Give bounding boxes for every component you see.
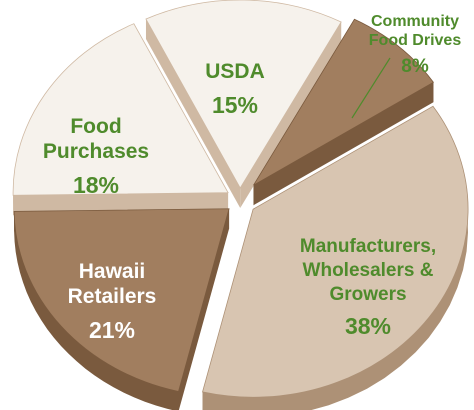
slice-value-label: 8%: [401, 56, 429, 77]
slice-label-line: Food: [70, 115, 121, 138]
slice-label-line: Hawaii: [79, 260, 146, 283]
pie-slice-side: [14, 211, 179, 410]
pie-slice-wall: [240, 22, 342, 209]
slice-value-label: 21%: [89, 317, 135, 343]
slice-value-label: 18%: [73, 172, 119, 198]
pie-slice: [12, 23, 229, 196]
slice-value-label: 15%: [212, 92, 258, 118]
leader-line: [351, 57, 391, 119]
slice-label: Community Food Drives 8%: [369, 13, 462, 77]
slice-label-line: USDA: [205, 60, 265, 83]
slice-label: Food Purchases 18%: [43, 115, 149, 198]
slice-label-line: Growers: [329, 284, 406, 305]
pie-slice: [13, 208, 230, 392]
pie-slice-wall: [178, 208, 230, 410]
slice-label: Hawaii Retailers 21%: [68, 260, 157, 343]
slice-label-line: Manufacturers,: [300, 236, 436, 257]
slice-label: Manufacturers, Wholesalers & Growers 38%: [300, 236, 436, 339]
pie-labels: Community Food Drives 8% Manufacturers, Whol…: [43, 13, 461, 343]
pie-slice: [202, 105, 469, 398]
slice-label-line: Wholesalers &: [303, 260, 434, 281]
pie-slice: [145, 0, 342, 189]
slice-label-line: Purchases: [43, 140, 149, 163]
slice-label-line: Community: [371, 13, 459, 30]
slice-label-line: Retailers: [68, 285, 157, 308]
slice-value-label: 38%: [345, 313, 391, 339]
pie-slice-wall: [145, 19, 241, 209]
pie-slice-wall: [253, 82, 434, 206]
slice-label: USDA 15%: [205, 60, 265, 118]
slice-label-line: Food Drives: [369, 32, 462, 49]
pie-slices: [12, 0, 469, 410]
